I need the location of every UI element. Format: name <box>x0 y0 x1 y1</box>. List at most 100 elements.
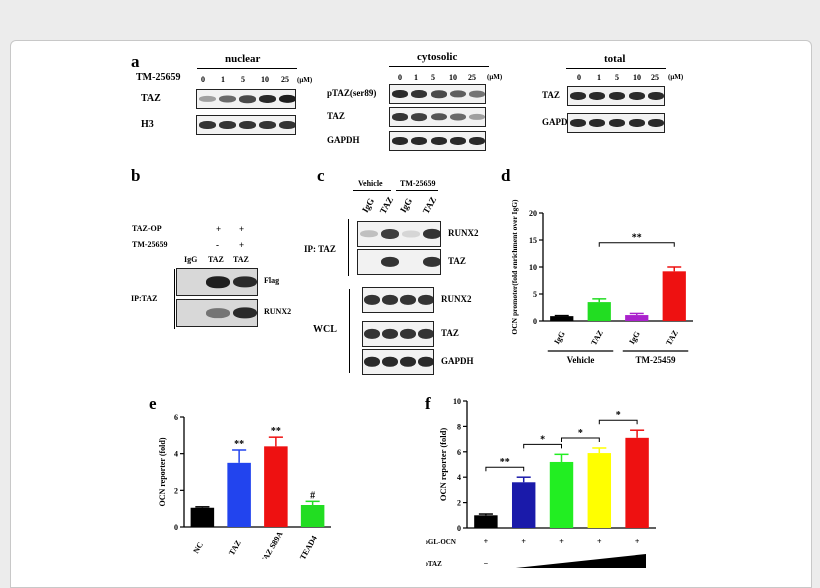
dose-unit: (μM) <box>297 76 313 84</box>
bar <box>587 453 612 528</box>
x-tick-label: IgG <box>552 330 566 346</box>
x-tick-label: TAZ S89A <box>259 530 285 559</box>
y-tick-label: 2 <box>457 499 461 508</box>
panel-label-f: f <box>425 394 431 413</box>
blot-band <box>198 121 216 129</box>
significance-bracket <box>598 419 638 425</box>
blot-band <box>569 91 586 101</box>
figure-frame: a b c d e f nuclear TM-25659 0 1 5 10 25 (μM) TAZ H3 cyt… <box>10 40 812 588</box>
blot-band <box>400 328 416 340</box>
y-tick-label: 5 <box>533 290 537 299</box>
blot-band <box>382 294 398 306</box>
lane-label: TAZ <box>233 255 249 264</box>
y-tick-label: 20 <box>529 209 537 218</box>
row-label: TAZ <box>141 93 161 104</box>
blot-band <box>233 276 257 288</box>
blot-band <box>391 136 408 146</box>
x-tick-label: TAZ <box>664 329 680 347</box>
row-mark: + <box>559 537 564 546</box>
condition-mark: + <box>239 224 245 234</box>
ip-bracket <box>174 269 176 329</box>
blot-c-ip <box>357 249 441 275</box>
dose-label: 0 <box>577 73 581 82</box>
row-label: RUNX2 <box>448 228 479 238</box>
y-tick-label: 15 <box>529 236 537 245</box>
lane-label: TAZ <box>377 195 396 216</box>
row-mark: + <box>635 537 640 546</box>
bar <box>587 302 611 321</box>
row-label: pGL-OCN <box>426 538 456 546</box>
blot-band <box>391 113 408 121</box>
y-tick-label: 0 <box>174 523 178 532</box>
blot-total-row <box>567 113 665 133</box>
dose-unit: (μM) <box>487 73 503 81</box>
significance-mark: * <box>540 434 545 445</box>
chart-e: 0 2 4 6 OCN reporter (fold) NC TAZ TAZ S89A TEAD… <box>158 413 331 559</box>
ip-label: IP:TAZ <box>131 294 158 303</box>
blot-band <box>206 308 230 318</box>
y-tick-label: 10 <box>453 397 461 406</box>
wcl-bracket <box>349 289 351 373</box>
lane-label: TAZ <box>208 255 224 264</box>
dose-label: 0 <box>398 73 402 82</box>
significance-mark: ** <box>500 457 510 468</box>
blot-band <box>359 230 378 238</box>
blot-band <box>589 118 606 128</box>
blot-band <box>380 228 399 240</box>
bar <box>474 515 498 528</box>
condition-mark: - <box>216 240 219 250</box>
blot-band <box>609 118 625 128</box>
total-header-rule <box>566 68 666 70</box>
blot-band <box>400 294 416 306</box>
blot-band <box>238 95 256 103</box>
bar <box>550 316 574 321</box>
blot-band <box>218 95 236 103</box>
panel-label-e: e <box>149 394 157 413</box>
group-label: TM-25459 <box>636 355 676 365</box>
blot-band <box>418 356 433 368</box>
bar <box>625 437 649 528</box>
lane-label: IgG <box>359 196 377 215</box>
group-label: Vehicle <box>567 355 595 365</box>
dose-label: 1 <box>221 75 225 84</box>
lane-label: IgG <box>184 255 198 264</box>
panel-label-b: b <box>131 166 141 185</box>
bar <box>190 507 215 527</box>
blot-band <box>380 256 399 268</box>
significance-mark: ** <box>234 439 244 450</box>
y-tick-label: 8 <box>457 422 461 431</box>
blot-band <box>469 90 485 98</box>
blot-band <box>198 95 216 103</box>
cytosolic-header: cytosolic <box>417 51 458 63</box>
row-mark: + <box>597 537 602 546</box>
group-label: TM-25659 <box>400 179 436 188</box>
chart-d: 0 5 10 15 20 OCN promoter(fold enrichment ove… <box>510 199 693 365</box>
bar <box>227 462 251 527</box>
dose-label: 5 <box>431 73 435 82</box>
lane-label: IgG <box>397 196 415 215</box>
condition-label: TM-25659 <box>132 240 168 249</box>
blot-band <box>233 307 257 319</box>
row-label: Flag <box>264 276 280 285</box>
significance-mark: ** <box>271 426 281 437</box>
lane-label: TAZ <box>420 195 439 216</box>
row-label: pTAZ(ser89) <box>327 88 377 98</box>
blot-band <box>449 113 466 121</box>
row-label: TAZ <box>441 328 459 338</box>
total-header: total <box>604 53 626 65</box>
dose-label: 1 <box>597 73 601 82</box>
dose-wedge <box>515 554 646 568</box>
blot-band <box>278 121 295 129</box>
blot-band <box>258 94 276 104</box>
blot-band <box>364 356 380 368</box>
y-tick-label: 6 <box>457 448 461 457</box>
row-mark: − <box>484 559 489 568</box>
bar <box>300 505 325 527</box>
blot-band <box>418 328 433 340</box>
blot-total-row <box>567 86 665 106</box>
significance-mark: ** <box>632 233 642 244</box>
bar <box>662 271 686 321</box>
dose-label: 10 <box>449 73 457 82</box>
x-tick-label: TAZ <box>589 329 605 347</box>
